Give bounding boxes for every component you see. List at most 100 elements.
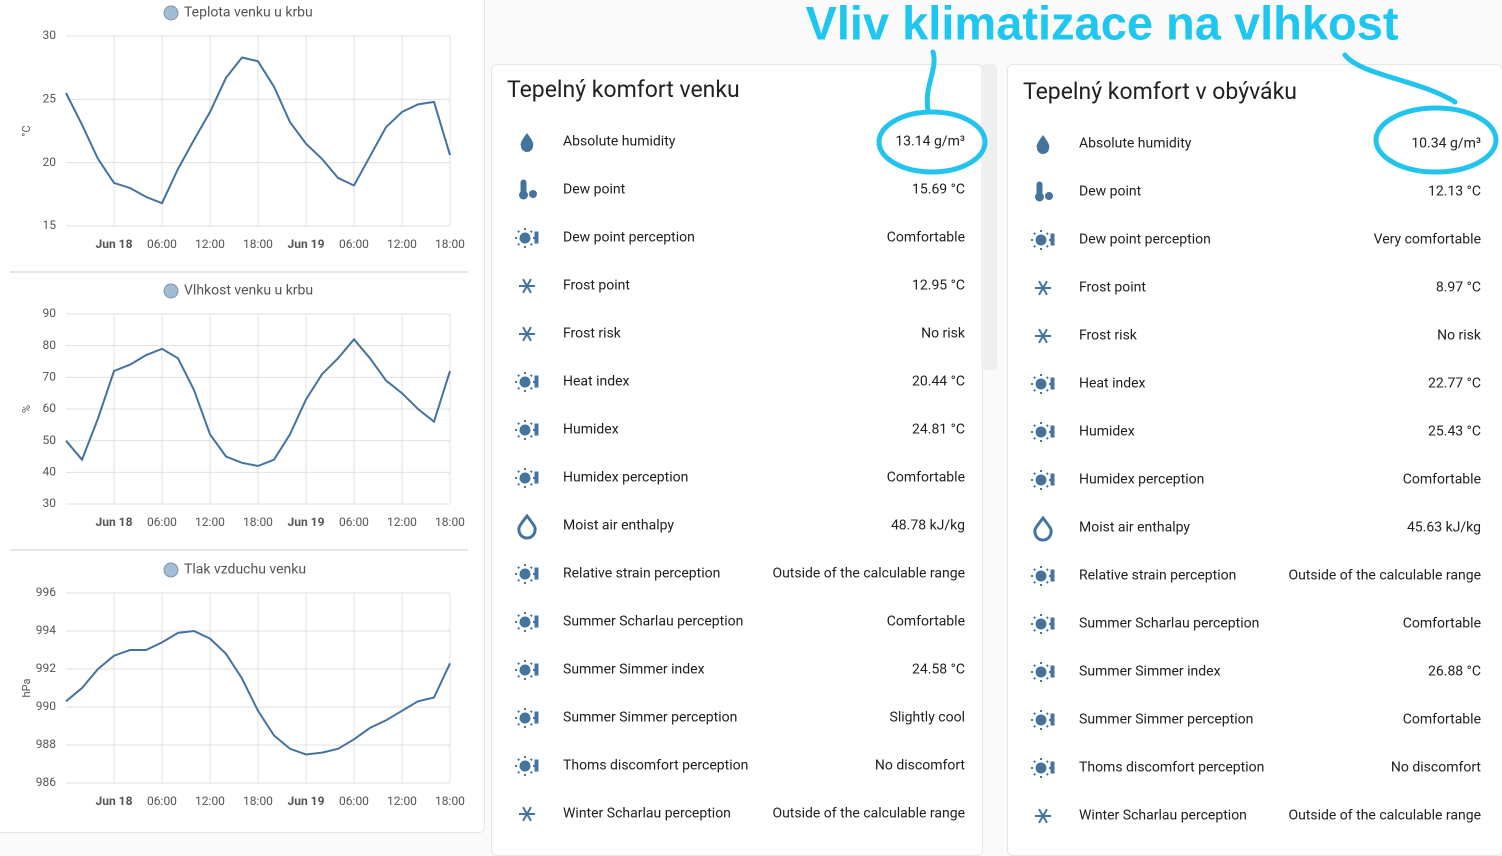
icon-shape — [1045, 192, 1053, 200]
entity-name: Dew point — [563, 182, 626, 198]
x-tick-label: 06:00 — [339, 515, 369, 529]
icon-shape — [517, 422, 521, 426]
icon-shape — [1045, 244, 1049, 248]
entity-value: 12.13 °C — [1428, 184, 1481, 200]
entity-value: 15.69 °C — [912, 182, 965, 198]
row-icon — [1031, 758, 1055, 778]
icon-shape — [1045, 676, 1049, 680]
entity-value: No risk — [921, 326, 966, 342]
entity-name: Humidex — [1079, 424, 1135, 440]
icon-shape — [1045, 712, 1049, 716]
entity-value: 13.14 g/m³ — [895, 134, 965, 150]
x-tick-label: Jun 18 — [96, 237, 133, 251]
entity-name: Summer Simmer index — [563, 662, 705, 678]
line-series — [65, 629, 451, 756]
icon-shape — [519, 760, 531, 772]
x-tick-label: Jun 18 — [96, 794, 133, 808]
icon-shape — [1035, 666, 1047, 678]
icon-shape — [517, 242, 521, 246]
icon-shape — [529, 230, 533, 234]
icon-shape — [1045, 376, 1049, 380]
icon-shape — [534, 711, 539, 724]
y-tick-label: 986 — [36, 775, 56, 789]
x-tick-label: Jun 19 — [288, 794, 325, 808]
entity-value: Comfortable — [887, 470, 965, 486]
row-icon — [515, 228, 539, 248]
entity-value: 25.43 °C — [1428, 424, 1481, 440]
icon-shape — [517, 482, 521, 486]
card-title: Tepelný komfort venku — [507, 76, 740, 103]
entity-name: Frost risk — [563, 326, 622, 342]
icon-shape — [1033, 760, 1037, 764]
icon-shape — [534, 615, 539, 628]
y-tick-label: 990 — [36, 699, 56, 713]
icon-shape — [529, 566, 533, 570]
entity-value: 24.81 °C — [912, 422, 965, 438]
y-axis-label: °C — [20, 125, 33, 136]
legend-label: Vlhkost venku u krbu — [184, 283, 313, 299]
icon-shape — [1045, 424, 1049, 428]
entity-name: Summer Simmer index — [1079, 664, 1221, 680]
y-tick-label: 80 — [43, 338, 57, 352]
x-tick-label: 12:00 — [195, 515, 225, 529]
y-tick-label: 25 — [43, 92, 57, 106]
entity-value: 24.58 °C — [912, 662, 965, 678]
entity-value: Comfortable — [1403, 472, 1481, 488]
icon-shape — [1035, 234, 1047, 246]
y-tick-label: 988 — [36, 737, 56, 751]
icon-shape — [517, 470, 521, 474]
line-series — [65, 56, 451, 205]
icon-shape — [517, 674, 521, 678]
icon-shape — [534, 471, 539, 484]
y-tick-label: 40 — [43, 465, 57, 479]
row-icon — [519, 326, 535, 342]
icon-shape — [1045, 760, 1049, 764]
icon-shape — [1035, 570, 1047, 582]
icon-shape — [1033, 724, 1037, 728]
entity-name: Summer Simmer perception — [563, 710, 737, 726]
icon-shape — [1045, 628, 1049, 632]
icon-shape — [1045, 616, 1049, 620]
x-tick-label: 06:00 — [147, 237, 177, 251]
icon-shape — [1033, 484, 1037, 488]
legend-label: Teplota venku u krbu — [184, 5, 313, 21]
x-tick-label: 18:00 — [435, 794, 465, 808]
icon-shape — [534, 567, 539, 580]
row-icon — [515, 564, 539, 584]
entity-name: Thoms discomfort perception — [563, 758, 748, 774]
y-axis-label: hPa — [20, 679, 33, 698]
icon-shape — [517, 230, 521, 234]
legend-label: Tlak vzduchu venku — [184, 562, 306, 578]
x-tick-label: 18:00 — [243, 794, 273, 808]
row-icon — [515, 372, 539, 392]
icon-shape — [1036, 135, 1050, 154]
icon-shape — [1038, 808, 1048, 824]
entity-value: 8.97 °C — [1436, 280, 1481, 296]
icon-shape — [517, 374, 521, 378]
row-icon — [515, 612, 539, 632]
row-icon — [1035, 181, 1053, 202]
entity-name: Humidex perception — [563, 470, 688, 486]
icon-shape — [1045, 484, 1049, 488]
row-icon — [1036, 135, 1050, 154]
icon-shape — [520, 133, 534, 152]
row-icon — [515, 756, 539, 776]
x-tick-label: 06:00 — [339, 794, 369, 808]
highlight-circle — [1373, 105, 1499, 175]
entity-name: Absolute humidity — [1079, 136, 1192, 152]
entity-name: Humidex perception — [1079, 472, 1204, 488]
entity-value: 22.77 °C — [1428, 376, 1481, 392]
entity-value: No discomfort — [1391, 760, 1481, 776]
icon-shape — [534, 663, 539, 676]
x-tick-label: 18:00 — [435, 515, 465, 529]
x-tick-label: Jun 19 — [288, 515, 325, 529]
entity-name: Dew point perception — [1079, 232, 1211, 248]
entity-card — [1007, 64, 1502, 856]
y-tick-label: 60 — [43, 401, 57, 415]
icon-shape — [1035, 714, 1047, 726]
row-icon — [515, 708, 539, 728]
icon-shape — [1045, 436, 1049, 440]
entity-name: Dew point — [1079, 184, 1142, 200]
icon-shape — [517, 513, 537, 540]
